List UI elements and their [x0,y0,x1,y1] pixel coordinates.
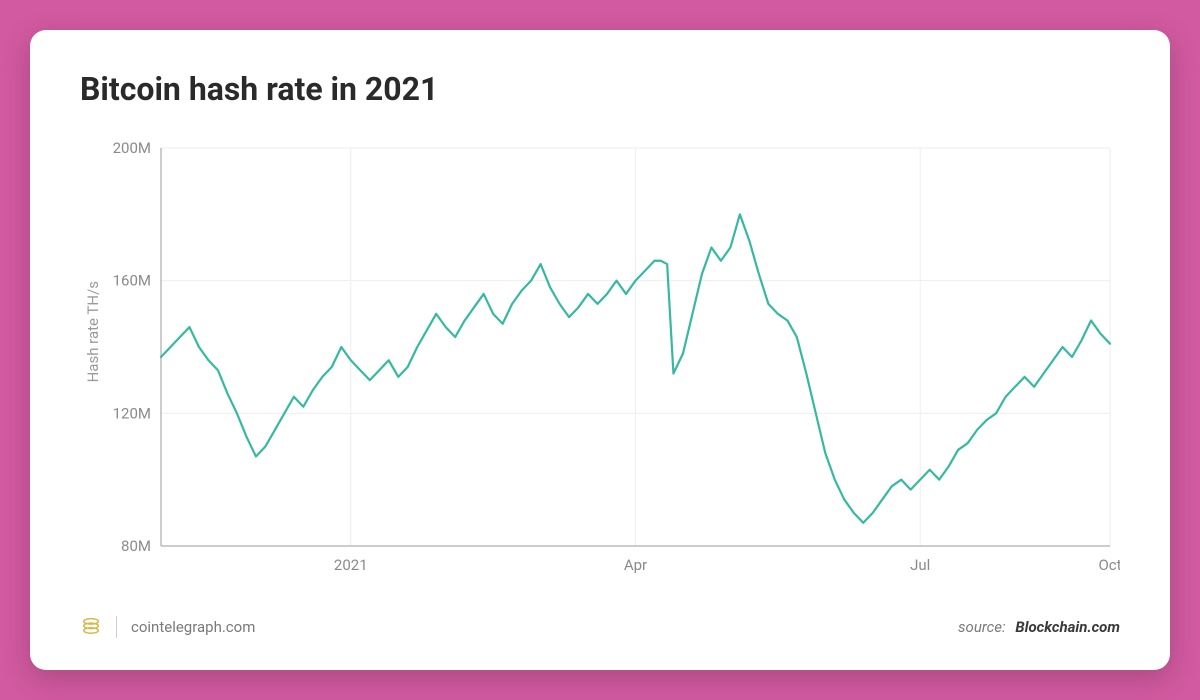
chart-footer: cointelegraph.com source: Blockchain.com [80,614,1120,640]
y-axis-label: Hash rate TH/s [80,281,106,382]
source-attribution: source: Blockchain.com [958,618,1120,636]
svg-text:200M: 200M [113,139,151,157]
chart-area: Hash rate TH/s 80M 120M 160M 200M 2021 Apr Jul… [80,138,1120,586]
site-name: cointelegraph.com [131,618,255,636]
svg-text:Apr: Apr [624,556,647,574]
svg-text:120M: 120M [113,404,151,422]
cointelegraph-logo-icon [80,614,102,640]
svg-text:Jul: Jul [910,556,930,574]
source-name: Blockchain.com [1015,618,1120,636]
svg-text:80M: 80M [121,537,151,555]
chart-card: Bitcoin hash rate in 2021 Hash rate TH/s… [30,30,1170,670]
footer-branding: cointelegraph.com [80,614,255,640]
svg-text:Oct: Oct [1098,556,1120,574]
line-chart-svg: 80M 120M 160M 200M 2021 Apr Jul Oct [106,138,1120,586]
svg-text:2021: 2021 [334,556,368,574]
chart-title: Bitcoin hash rate in 2021 [80,70,1120,108]
footer-divider [116,616,117,638]
plot-area: 80M 120M 160M 200M 2021 Apr Jul Oct [106,138,1120,586]
svg-text:160M: 160M [113,272,151,290]
source-label: source: [958,618,1006,636]
